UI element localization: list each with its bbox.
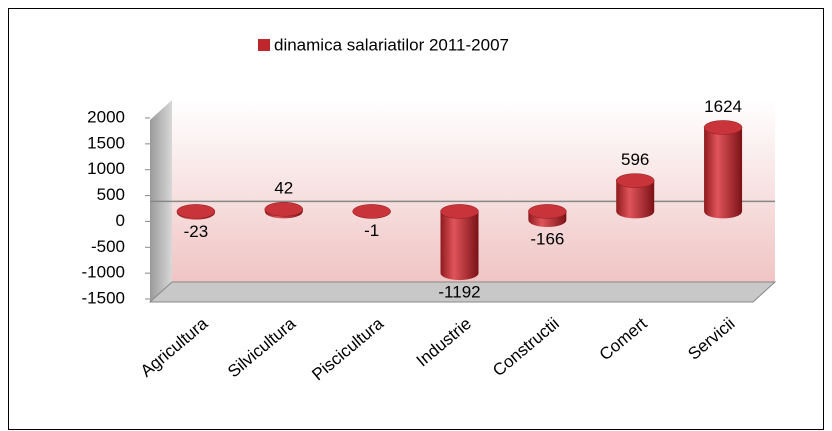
legend-label: dinamica salariatilor 2011-2007 xyxy=(274,35,509,54)
value-label: -166 xyxy=(530,229,564,248)
value-label: 42 xyxy=(274,179,293,198)
legend-swatch xyxy=(258,39,270,51)
value-label: -1192 xyxy=(438,283,480,302)
value-label: -23 xyxy=(184,222,209,241)
y-tick-label: -1500 xyxy=(82,288,125,307)
y-tick-label: 2000 xyxy=(87,107,125,126)
bar xyxy=(264,202,304,219)
y-tick-label: -500 xyxy=(91,237,125,256)
bar-top xyxy=(176,204,216,219)
y-tick-label: 1000 xyxy=(87,159,125,178)
y-tick-label: 1500 xyxy=(87,133,125,152)
bar-top xyxy=(528,204,567,219)
bar-top xyxy=(440,204,479,219)
bar xyxy=(528,204,567,228)
bar-top xyxy=(264,202,304,217)
bar xyxy=(440,204,479,281)
y-tick-label: 0 xyxy=(116,211,125,230)
bar xyxy=(352,204,391,219)
bar xyxy=(615,173,655,219)
bar-top xyxy=(352,204,391,219)
floor xyxy=(148,281,777,303)
y-tick-label: 500 xyxy=(97,185,125,204)
back-wall xyxy=(172,100,775,282)
value-label: -1 xyxy=(364,221,379,240)
bar-body xyxy=(616,180,655,219)
bar-body xyxy=(704,127,743,219)
bar-body xyxy=(440,211,479,281)
bar xyxy=(703,120,743,219)
y-tick-label: -1000 xyxy=(82,263,125,282)
bar xyxy=(176,204,216,220)
value-label: 596 xyxy=(621,150,649,169)
bar-top xyxy=(703,120,743,135)
bar-top xyxy=(615,173,655,188)
value-label: 1624 xyxy=(704,97,742,116)
